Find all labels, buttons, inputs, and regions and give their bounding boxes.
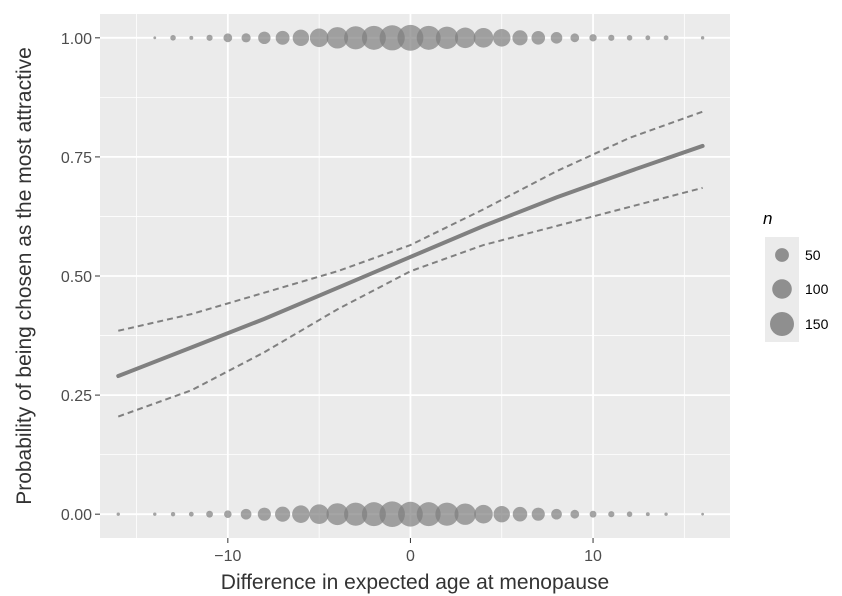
x-tick-label: 10: [584, 548, 602, 565]
y-tick-label: 0.00: [61, 507, 92, 524]
data-point-y0: [551, 508, 562, 520]
data-point-y1: [626, 35, 633, 41]
data-point-y0: [531, 507, 545, 521]
y-tick-label: 0.50: [61, 269, 92, 286]
data-point-y0: [344, 502, 368, 526]
data-point-y1: [492, 29, 511, 47]
y-tick-label: 0.25: [61, 388, 92, 405]
data-point-y1: [275, 30, 290, 45]
data-point-y1: [608, 34, 615, 41]
legend-label: 50: [805, 247, 821, 263]
data-point-y1: [292, 29, 310, 47]
data-point-y1: [361, 25, 386, 50]
data-point-y0: [626, 511, 633, 517]
legend-label: 150: [805, 316, 829, 332]
data-point-y1: [416, 25, 441, 50]
data-point-y1: [258, 31, 271, 45]
fit-lines: [116, 110, 705, 418]
data-point-y0: [292, 505, 310, 523]
data-point-y1: [454, 27, 476, 49]
data-point-y0: [512, 506, 528, 522]
data-point-y1: [326, 27, 349, 49]
data-point-y0: [454, 503, 476, 525]
x-axis: −10 0 10: [214, 538, 602, 565]
data-point-y0: [398, 501, 423, 527]
legend-key-circle: [775, 248, 789, 262]
data-point-y1: [241, 33, 251, 43]
data-point-y0: [257, 507, 271, 521]
data-point-y0: [275, 506, 291, 522]
data-point-y0: [361, 502, 386, 527]
data-point-y0: [416, 502, 441, 527]
data-point-y1: [189, 35, 194, 40]
data-point-y0: [570, 509, 580, 519]
legend-title: n: [763, 209, 772, 228]
data-point-y1: [206, 34, 213, 41]
data-point-y0: [326, 503, 349, 526]
data-point-y0: [206, 510, 213, 518]
ci-upper-line: [118, 110, 703, 332]
data-point-y0: [474, 504, 493, 524]
data-point-y1: [512, 30, 528, 46]
data-point-y0: [153, 512, 157, 516]
legend-label: 100: [805, 281, 829, 297]
data-point-y0: [240, 508, 252, 520]
data-point-y0: [116, 512, 120, 516]
legend: n 50 100 150: [763, 209, 829, 342]
data-point-y0: [493, 505, 510, 523]
x-axis-title: Difference in expected age at menopause: [221, 571, 609, 594]
data-point-y1: [153, 36, 157, 40]
data-point-y1: [663, 35, 669, 41]
data-point-y1: [473, 28, 494, 48]
data-point-y0: [435, 502, 459, 526]
data-point-y1: [379, 25, 405, 51]
data-point-y1: [700, 36, 705, 40]
legend-key-circle: [770, 312, 794, 336]
x-tick-label: 0: [406, 548, 415, 565]
data-point-y0: [664, 512, 668, 516]
data-point-y1: [645, 35, 651, 41]
data-point-y0: [645, 512, 650, 517]
data-point-y1: [531, 31, 546, 45]
y-axis: 0.00 0.25 0.50 0.75 1.00: [61, 31, 100, 524]
legend-key-circle: [772, 279, 792, 299]
x-tick-label: −10: [214, 548, 241, 565]
data-point-y0: [188, 511, 194, 517]
data-point-y1: [435, 26, 459, 49]
data-points: [116, 24, 705, 527]
data-point-y1: [223, 33, 233, 43]
data-point-y0: [309, 504, 329, 524]
data-point-y1: [589, 34, 597, 42]
major-gridlines: [100, 14, 730, 538]
y-tick-label: 1.00: [61, 31, 92, 48]
fit-line: [116, 143, 705, 379]
data-point-y0: [608, 511, 615, 518]
data-point-y0: [589, 510, 597, 518]
data-point-y1: [344, 26, 368, 50]
y-tick-label: 0.75: [61, 150, 92, 167]
data-point-y0: [170, 511, 176, 517]
data-point-y0: [379, 501, 405, 527]
data-point-y1: [570, 33, 580, 43]
data-point-y1: [550, 32, 563, 44]
ci-lower-line: [117, 186, 703, 418]
y-axis-title: Probability of being chosen as the most …: [13, 47, 36, 505]
data-point-y1: [170, 35, 176, 41]
data-point-y1: [309, 28, 329, 48]
data-point-y0: [701, 512, 704, 516]
data-point-y1: [397, 24, 424, 51]
data-point-y0: [224, 510, 232, 518]
